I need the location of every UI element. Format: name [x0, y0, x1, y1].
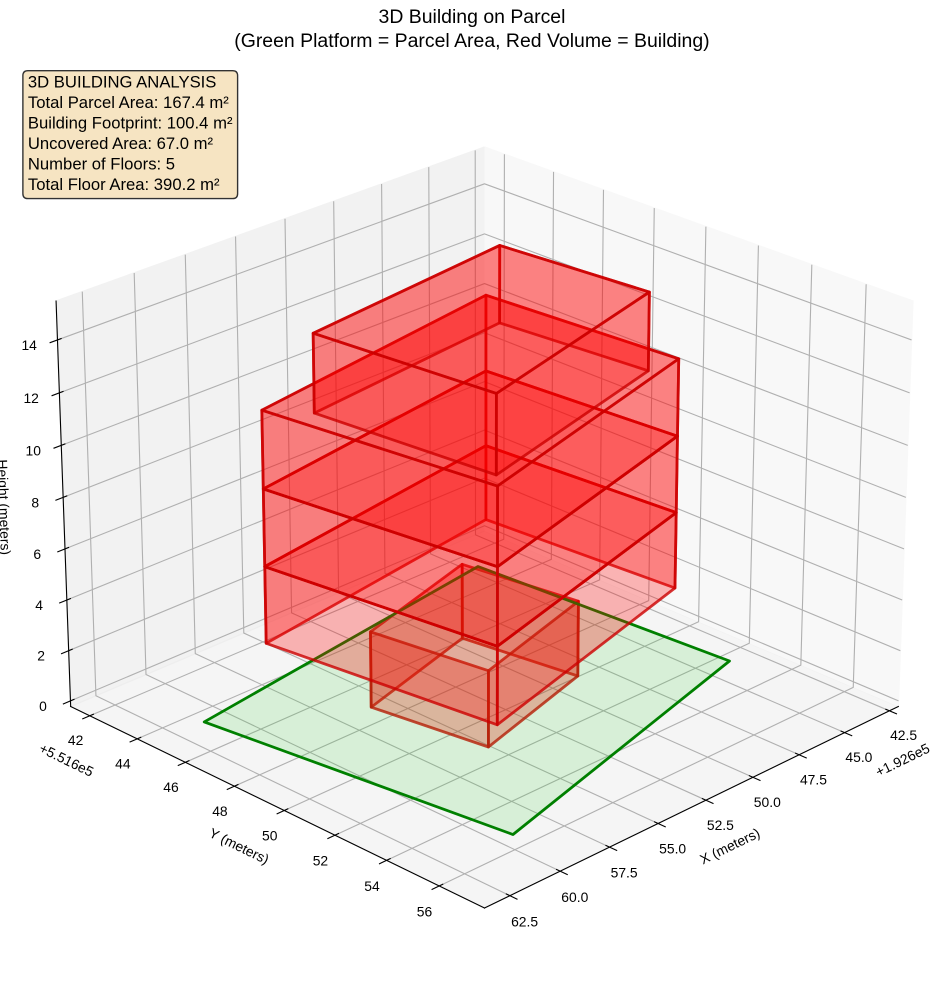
svg-text:54: 54 [364, 878, 380, 894]
svg-text:14: 14 [21, 337, 37, 353]
svg-text:62.5: 62.5 [511, 914, 538, 930]
svg-text:48: 48 [212, 803, 228, 819]
svg-text:Uncovered Area: 67.0 m²: Uncovered Area: 67.0 m² [28, 134, 214, 153]
svg-text:42.5: 42.5 [890, 727, 917, 743]
svg-text:6: 6 [33, 546, 41, 562]
svg-text:50.0: 50.0 [754, 794, 781, 810]
svg-text:(Green Platform = Parcel Area,: (Green Platform = Parcel Area, Red Volum… [234, 30, 709, 52]
svg-text:0: 0 [39, 698, 47, 714]
svg-text:2: 2 [37, 648, 45, 664]
svg-text:47.5: 47.5 [800, 771, 827, 787]
svg-text:45.0: 45.0 [845, 749, 872, 765]
svg-text:52.5: 52.5 [707, 817, 734, 833]
svg-text:56: 56 [417, 904, 433, 920]
svg-text:Number of Floors: 5: Number of Floors: 5 [28, 155, 175, 174]
svg-text:10: 10 [25, 442, 41, 458]
svg-text:Total Floor Area: 390.2 m²: Total Floor Area: 390.2 m² [28, 175, 220, 194]
svg-text:3D BUILDING ANALYSIS: 3D BUILDING ANALYSIS [28, 73, 217, 92]
svg-text:42: 42 [68, 732, 84, 748]
svg-text:Height (meters): Height (meters) [0, 459, 14, 555]
svg-text:57.5: 57.5 [611, 865, 638, 881]
svg-text:50: 50 [262, 828, 278, 844]
svg-text:55.0: 55.0 [659, 841, 686, 857]
svg-text:44: 44 [115, 755, 131, 771]
svg-text:60.0: 60.0 [561, 889, 588, 905]
svg-text:46: 46 [163, 779, 179, 795]
svg-text:Total Parcel Area: 167.4 m²: Total Parcel Area: 167.4 m² [28, 93, 229, 112]
svg-text:Building Footprint: 100.4 m²: Building Footprint: 100.4 m² [28, 114, 233, 133]
svg-text:12: 12 [23, 390, 39, 406]
svg-text:8: 8 [31, 494, 39, 510]
svg-text:3D Building on Parcel: 3D Building on Parcel [379, 6, 566, 28]
svg-text:52: 52 [313, 853, 329, 869]
svg-text:4: 4 [35, 597, 43, 613]
